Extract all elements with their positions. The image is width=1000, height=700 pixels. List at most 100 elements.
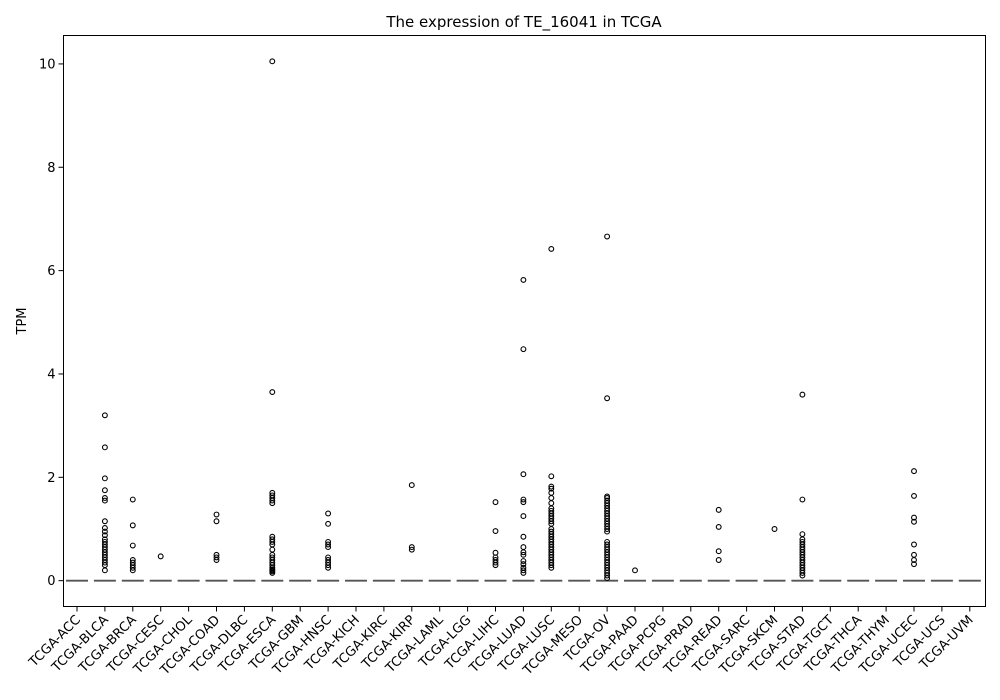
outlier-point [269, 58, 276, 65]
outlier-point [101, 495, 108, 501]
outlier-point [911, 557, 917, 563]
outlier-point [911, 561, 917, 568]
outlier-point [325, 562, 332, 569]
outlier-point [604, 526, 611, 532]
y-tick-label: 10 [39, 57, 56, 72]
outlier-point [771, 526, 778, 532]
outlier-point [101, 525, 108, 531]
y-tick-label: 6 [47, 264, 55, 279]
outlier-point [715, 523, 722, 530]
outlier-point [213, 518, 220, 525]
outlier-point [101, 444, 108, 451]
outlier-point [604, 233, 611, 240]
outlier-point [101, 487, 108, 494]
outlier-point [604, 575, 611, 582]
outlier-point [520, 533, 527, 540]
outlier-point [548, 495, 555, 501]
outlier-point [325, 510, 332, 517]
outlier-point [269, 497, 276, 504]
outlier-point [520, 499, 527, 506]
y-tick-label: 8 [47, 161, 55, 176]
outlier-point [492, 549, 499, 556]
outlier-point [325, 564, 332, 571]
y-axis: 0 2 4 6 8 10 [39, 57, 64, 589]
outlier-point [492, 528, 499, 535]
outlier-point [548, 564, 555, 571]
y-axis-label: TPM [15, 308, 30, 336]
outlier-point [520, 558, 527, 564]
outlier-point [604, 395, 611, 402]
y-tick-label: 0 [47, 574, 55, 589]
outlier-point [520, 471, 527, 478]
outlier-point [520, 496, 527, 503]
outlier-point [520, 551, 527, 558]
outlier-point [129, 542, 136, 549]
outlier-point [799, 569, 806, 576]
outlier-point [129, 496, 136, 503]
outlier-point [715, 557, 722, 563]
outlier-point [129, 522, 136, 529]
outlier-point [548, 518, 555, 525]
outlier-point [520, 544, 527, 551]
outlier-point [101, 475, 108, 482]
outlier-point [911, 551, 917, 558]
y-tick-label: 2 [47, 471, 55, 486]
outlier-point [408, 482, 415, 489]
outlier-point [520, 549, 527, 556]
outlier-point [269, 500, 276, 507]
outlier-point [213, 554, 220, 561]
outlier-point [408, 544, 415, 551]
y-tick-label: 4 [47, 367, 55, 382]
outlier-point [101, 559, 108, 566]
outlier-point [157, 553, 164, 560]
outlier-point [213, 511, 220, 518]
outlier-point [799, 572, 806, 579]
outlier-point [269, 546, 276, 553]
outlier-point [911, 541, 917, 548]
outlier-point [911, 468, 917, 475]
outlier-point [715, 548, 722, 555]
outlier-point [325, 541, 332, 548]
outlier-point [799, 496, 806, 503]
outlier-point [325, 520, 332, 527]
outlier-point [715, 506, 722, 513]
outlier-point [548, 483, 555, 490]
chart-title: The expression of TE_16041 in TCGA [385, 13, 662, 32]
outlier-point [213, 557, 220, 563]
outlier-point [548, 245, 555, 252]
outlier-point [101, 497, 108, 504]
outlier-point [604, 528, 611, 535]
outlier-point [101, 528, 108, 535]
outlier-point [548, 500, 555, 507]
outlier-point [911, 492, 917, 499]
outlier-point [520, 561, 527, 568]
outlier-point [129, 567, 136, 574]
outlier-point [632, 567, 638, 574]
outlier-point [269, 389, 276, 396]
outlier-point [101, 412, 108, 419]
outlier-point [548, 485, 555, 492]
outlier-point [799, 391, 806, 398]
outlier-point [520, 276, 527, 283]
outlier-point [101, 567, 108, 574]
outlier-point [520, 569, 527, 576]
outlier-point [548, 473, 555, 480]
outlier-point [604, 572, 611, 579]
plot-frame [63, 35, 986, 607]
outlier-point [101, 518, 108, 525]
outlier-point [492, 499, 499, 506]
outlier-point [911, 514, 917, 521]
outlier-point [548, 562, 555, 569]
outlier-point [269, 538, 276, 545]
plot-area [66, 58, 981, 582]
outlier-point [520, 346, 527, 353]
outlier-point [269, 569, 276, 576]
x-axis: TCGA-ACCTCGA-BLCATCGA-BRCATCGA-CESCTCGA-… [26, 606, 977, 679]
outlier-point [492, 562, 499, 569]
outlier-point [520, 567, 527, 574]
outlier-point [492, 559, 499, 566]
outlier-point [520, 513, 527, 520]
outlier-point [325, 544, 332, 551]
outlier-point [101, 532, 108, 539]
